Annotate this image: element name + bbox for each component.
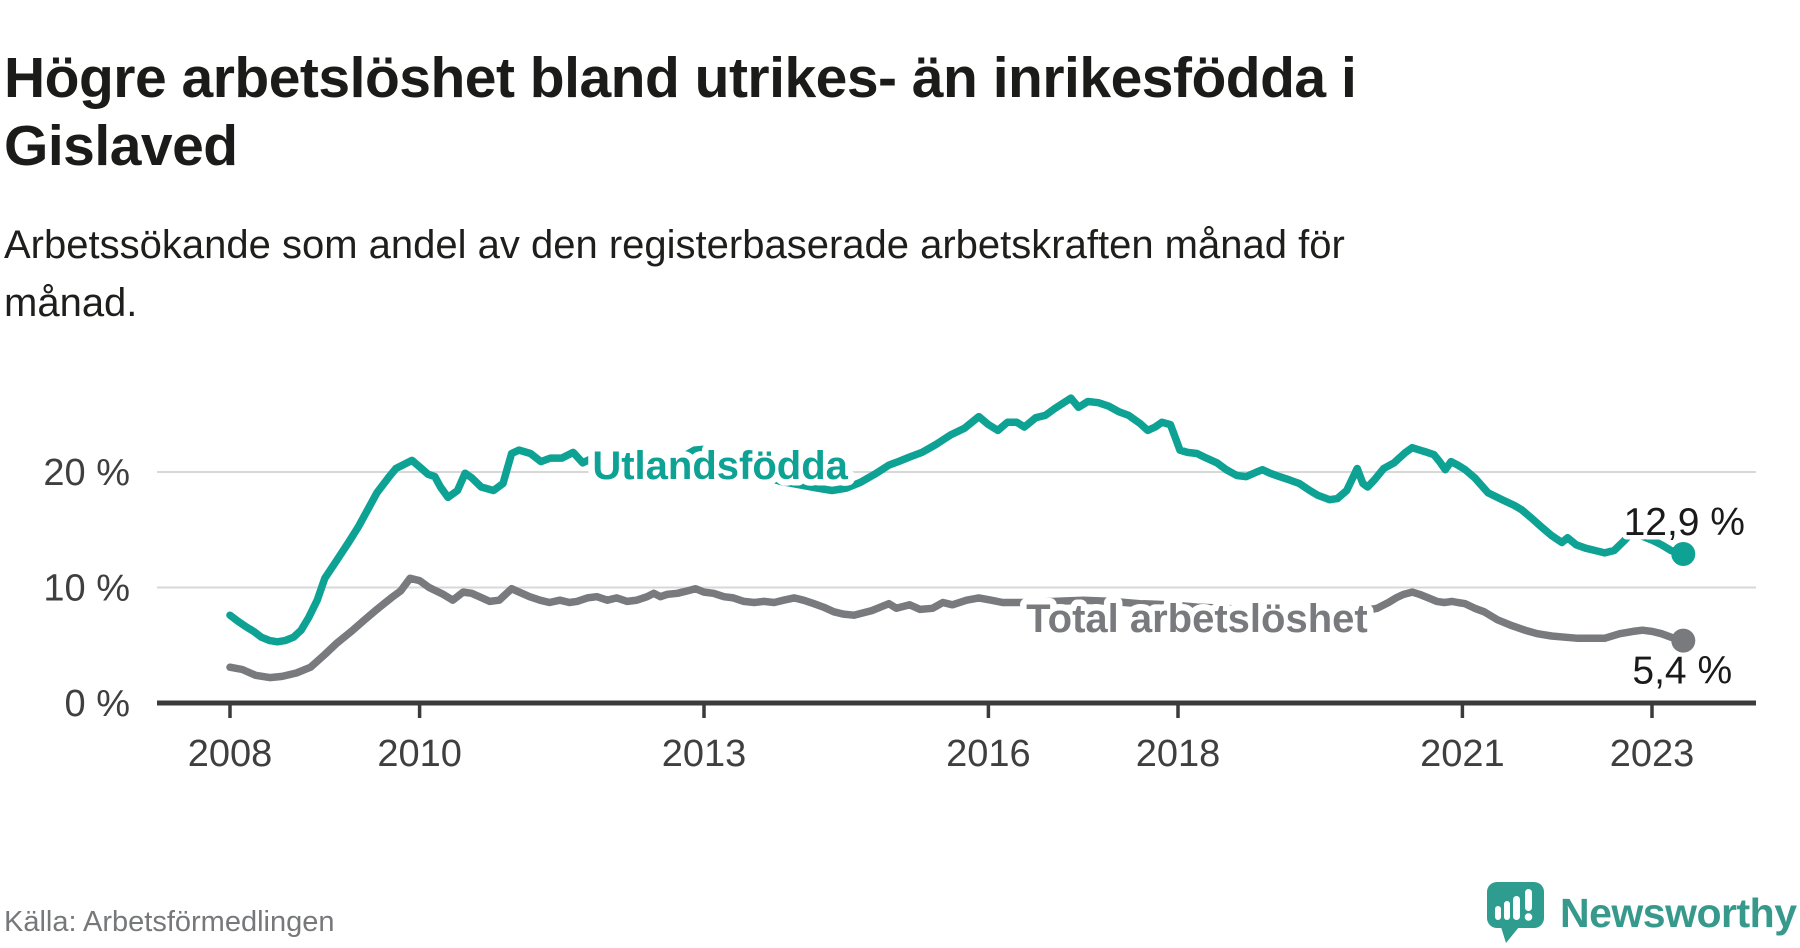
x-tick-label: 2016 [946, 733, 1031, 775]
series-label-total: Total arbetslöshet [1026, 597, 1368, 641]
logo-exclamation-bar [1525, 889, 1532, 911]
newsworthy-logo-icon [1487, 882, 1544, 943]
source-note: Källa: Arbetsförmedlingen [4, 906, 335, 938]
chart-title: Högre arbetslöshet bland utrikes- än inr… [4, 44, 1796, 180]
series-line-utlandsfodda [226, 394, 1688, 646]
series-label-utlandsfodda: Utlandsfödda [592, 444, 848, 488]
y-tick-label: 20 % [43, 452, 130, 494]
x-tick-label: 2021 [1420, 733, 1505, 775]
newsworthy-logo: Newsworthy [1487, 882, 1797, 944]
chart-subtitle: Arbetssökande som andel av den registerb… [4, 216, 1704, 332]
x-tick-label: 2013 [662, 733, 747, 775]
x-tick-label: 2010 [377, 733, 462, 775]
x-tick-label: 2018 [1136, 733, 1221, 775]
logo-bar-2 [1504, 901, 1510, 920]
end-value-label-utlandsfodda: 12,9 % [1624, 501, 1745, 544]
y-tick-label: 10 % [43, 568, 130, 610]
x-tick-label: 2023 [1610, 733, 1695, 775]
logo-bar-3 [1513, 896, 1520, 920]
chart-subtitle-line-1: Arbetssökande som andel av den registerb… [4, 223, 1345, 267]
y-tick-label: 0 % [65, 683, 130, 725]
end-value-label-total: 5,4 % [1632, 650, 1732, 693]
chart-subtitle-line-2: månad. [4, 281, 138, 325]
end-dot-utlandsfodda [1671, 542, 1696, 567]
chart-title-line-1: Högre arbetslöshet bland utrikes- än inr… [4, 46, 1357, 111]
newsworthy-wordmark: Newsworthy [1560, 889, 1797, 936]
series-line-total [226, 574, 1688, 682]
logo-exclamation-dot [1524, 913, 1533, 921]
x-tick-label: 2008 [188, 733, 273, 775]
chart-title-line-2: Gislaved [4, 114, 238, 179]
logo-bar-1 [1495, 906, 1501, 920]
end-dot-total [1671, 628, 1696, 653]
